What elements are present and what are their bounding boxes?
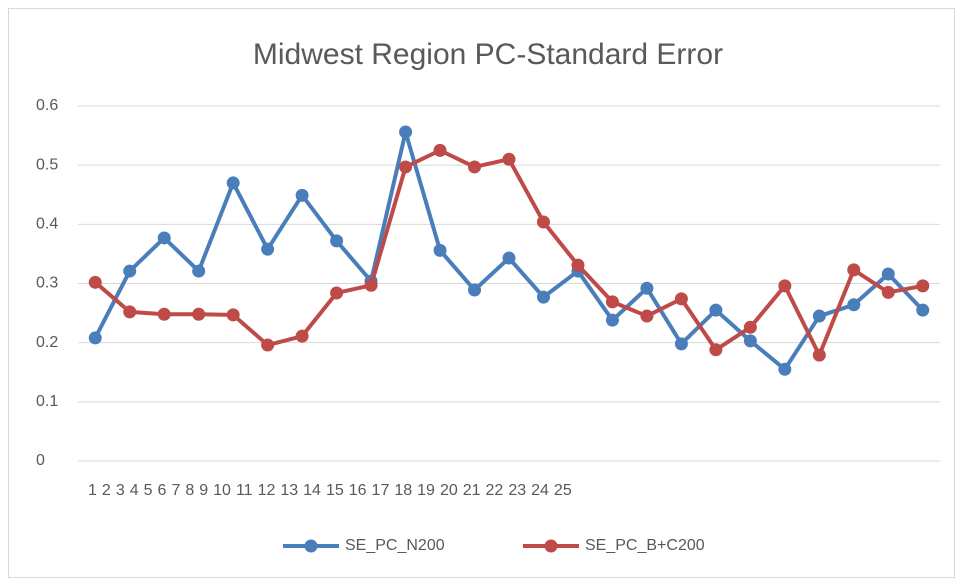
data-point [674,337,688,351]
data-point [88,331,102,345]
data-point [709,303,723,317]
data-point [709,343,723,357]
data-point [847,298,861,312]
data-point [916,303,930,317]
x-tick-label: 22 [485,482,504,499]
data-point [605,313,619,327]
data-point [157,307,171,321]
x-tick-label: 3 [115,482,125,499]
x-tick-label: 8 [185,482,195,499]
data-point [502,152,516,166]
data-point [812,348,826,362]
data-point [536,215,550,229]
data-point [399,160,413,174]
data-point [881,285,895,299]
y-tick-label: 0.6 [36,97,58,114]
x-tick-label: 13 [280,482,299,499]
data-point [123,264,137,278]
x-tick-label: 25 [553,482,572,499]
data-point [881,267,895,281]
data-point [192,264,206,278]
data-point [468,283,482,297]
data-point [226,308,240,322]
legend-label: SE_PC_N200 [345,537,445,554]
data-point [330,234,344,248]
x-tick-label: 15 [325,482,344,499]
x-tick-label: 20 [439,482,458,499]
legend-marker [304,539,318,553]
x-tick-label: 9 [199,482,209,499]
data-point [330,286,344,300]
data-point [812,309,826,323]
x-tick-label: 21 [462,482,481,499]
data-point [571,258,585,272]
x-tick-label: 5 [143,482,153,499]
data-point [778,362,792,376]
x-tick-label: 19 [417,482,435,499]
x-tick-label: 14 [303,482,321,499]
x-tick-label: 4 [129,482,139,499]
chart-title: Midwest Region PC-Standard Error [253,38,723,71]
x-tick-label: 10 [213,482,231,499]
y-tick-label: 0.3 [36,275,58,292]
legend-marker [544,539,558,553]
data-point [640,309,654,323]
data-point [364,278,378,292]
data-point [916,279,930,293]
data-point [502,251,516,265]
data-point [123,305,137,319]
data-point [640,281,654,295]
data-point [399,125,413,139]
data-point [433,243,447,257]
data-point [847,263,861,277]
data-point [536,290,550,304]
y-tick-label: 0.1 [36,393,58,410]
data-point [261,242,275,256]
y-tick-label: 0.5 [36,156,58,173]
data-point [605,295,619,309]
x-tick-label: 18 [394,482,413,499]
x-tick-label: 11 [235,482,253,499]
x-tick-label: 7 [171,482,181,499]
x-tick-label: 6 [157,482,167,499]
legend-label: SE_PC_B+C200 [585,537,705,554]
series-line [93,130,925,372]
data-point [743,320,757,334]
x-tick-label: 12 [257,482,276,499]
data-point [192,307,206,321]
data-point [157,231,171,245]
data-point [433,143,447,157]
data-point [778,279,792,293]
y-tick-label: 0 [36,452,45,469]
x-axis-labels: 1 2 3 4 5 6 7 8 9 10 11 12 13 14 15 16 17 18 19 20 21 22 23 24 2… [88,482,572,500]
x-tick-label: 17 [371,482,390,499]
data-point [295,188,309,202]
y-tick-label: 0.2 [36,334,58,351]
x-tick-label: 1 [88,482,97,499]
x-tick-label: 24 [531,482,549,499]
y-tick-label: 0.4 [36,216,58,233]
data-point [674,292,688,306]
x-tick-label: 23 [508,482,527,499]
data-point [295,329,309,343]
x-tick-label: 2 [101,482,111,499]
x-tick-label: 16 [348,482,367,499]
data-point [88,275,102,289]
data-point [261,338,275,352]
data-point [743,334,757,348]
data-point [226,176,240,190]
data-point [468,160,482,174]
